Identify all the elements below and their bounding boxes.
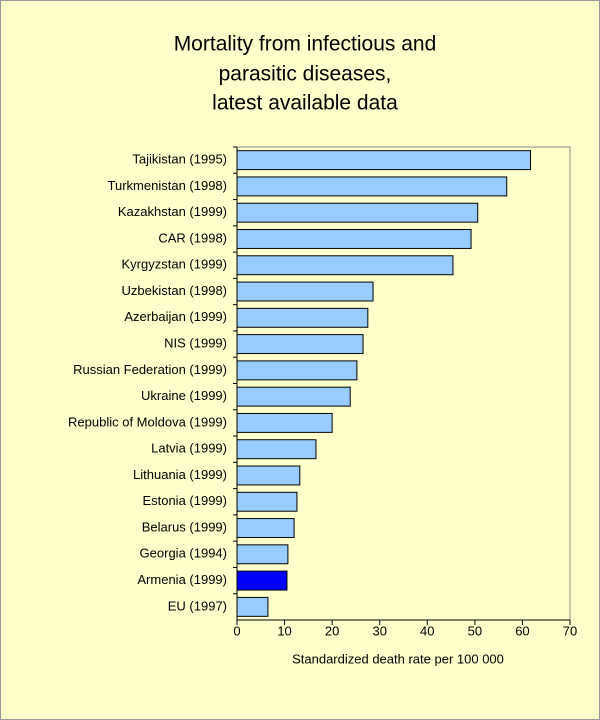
- y-tick-label: Turkmenistan (1998): [108, 178, 227, 193]
- y-tick-label: Estonia (1999): [142, 493, 227, 508]
- y-tick-label: Tajikistan (1995): [132, 152, 227, 167]
- bar: [236, 412, 333, 433]
- y-tick-label: Latvia (1999): [151, 441, 227, 456]
- x-tick-label: 50: [468, 623, 482, 638]
- chart-title: parasitic diseases,: [219, 63, 392, 86]
- y-tick-label: Georgia (1994): [140, 546, 227, 561]
- bar: [236, 360, 358, 381]
- x-tick-label: 40: [420, 623, 434, 638]
- plot-area: [236, 146, 571, 621]
- bar: [236, 176, 508, 197]
- x-axis-label: Standardized death rate per 100 000: [292, 651, 504, 666]
- x-tick-label: 20: [325, 623, 339, 638]
- y-tick-label: Uzbekistan (1998): [122, 283, 228, 298]
- chart-title: Mortality from infectious and: [174, 33, 437, 56]
- bar: [236, 307, 369, 328]
- x-tick-label: 60: [515, 623, 529, 638]
- y-tick-label: Kyrgyzstan (1999): [122, 257, 228, 272]
- y-tick-label: EU (1997): [168, 598, 227, 613]
- y-tick-label: Kazakhstan (1999): [118, 204, 227, 219]
- bar: [236, 570, 288, 591]
- bar: [236, 439, 317, 460]
- bar: [236, 334, 364, 355]
- x-tick-label: 30: [372, 623, 386, 638]
- y-tick-label: Lithuania (1999): [133, 467, 227, 482]
- y-tick-label: Russian Federation (1999): [73, 362, 227, 377]
- y-tick-label: Belarus (1999): [142, 519, 227, 534]
- bar: [236, 544, 289, 565]
- bar: [236, 281, 374, 302]
- y-tick-label: Armenia (1999): [137, 572, 227, 587]
- bar: [236, 255, 454, 276]
- chart-title: latest available data: [212, 92, 398, 115]
- x-tick-label: 10: [277, 623, 291, 638]
- bar: [236, 465, 301, 486]
- x-tick-label: 0: [233, 623, 240, 638]
- bar: [236, 386, 351, 407]
- x-tick-label: 70: [563, 623, 577, 638]
- bar: [236, 202, 479, 223]
- y-tick-label: Azerbaijan (1999): [124, 309, 227, 324]
- bar: [236, 596, 269, 617]
- bar: [236, 150, 532, 171]
- y-tick-label: Republic of Moldova (1999): [68, 414, 227, 429]
- bar: [236, 518, 295, 538]
- y-tick-label: CAR (1998): [158, 230, 227, 245]
- y-tick-label: Ukraine (1999): [141, 388, 227, 403]
- bar: [236, 491, 298, 512]
- y-tick-label: NIS (1999): [164, 336, 227, 351]
- bar: [236, 229, 472, 249]
